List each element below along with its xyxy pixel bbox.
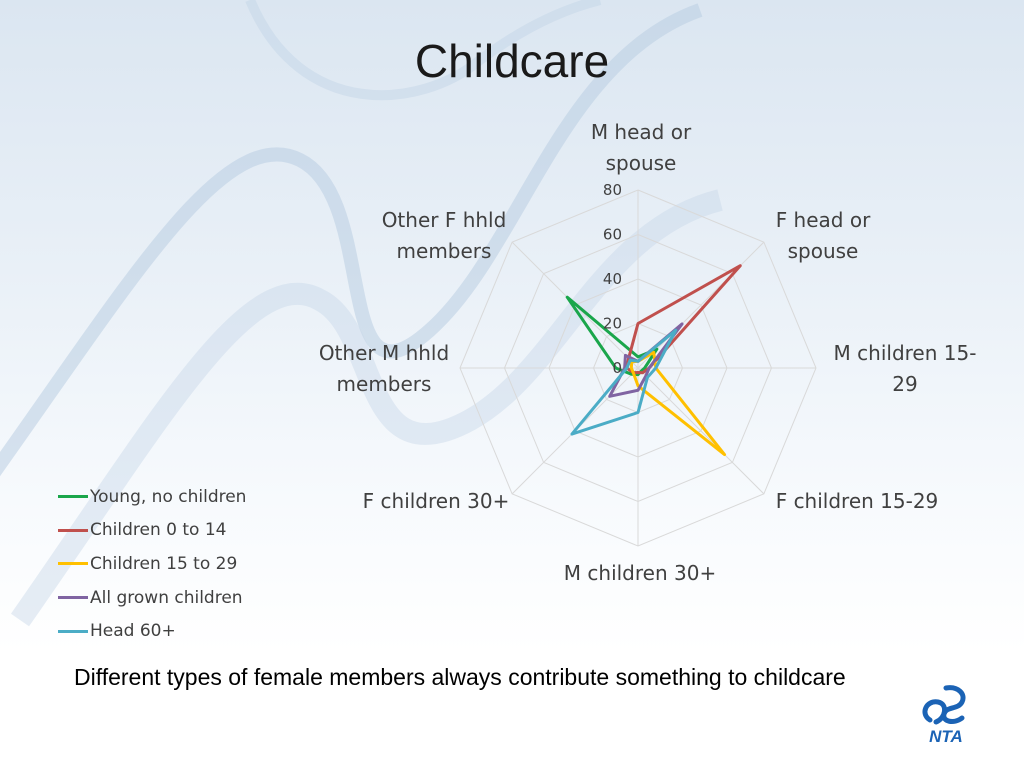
legend-item: Children 0 to 14 [58, 514, 246, 548]
legend-item: Children 15 to 29 [58, 547, 246, 581]
legend-label: Children 0 to 14 [90, 520, 227, 541]
category-label: spouse [788, 239, 859, 263]
category-label: M head or [591, 120, 692, 144]
legend-label: All grown children [90, 587, 243, 608]
tick-label: 60 [603, 226, 622, 244]
legend-item: All grown children [58, 581, 246, 615]
radar-tick-labels: 0 20 40 60 80 [603, 181, 622, 377]
legend-label: Head 60+ [90, 621, 176, 642]
legend-swatch [58, 596, 88, 600]
category-label: M children 30+ [564, 561, 716, 585]
series-line [629, 350, 727, 457]
legend-swatch [58, 629, 88, 633]
radar-series [565, 264, 742, 457]
legend-label: Young, no children [90, 486, 247, 507]
tick-label: 20 [603, 315, 622, 333]
category-label: Other F hhld [382, 208, 507, 232]
legend-swatch [58, 528, 88, 532]
nta-logo-text: NTA [929, 727, 963, 746]
tick-label: 80 [603, 181, 622, 199]
radar-grid [459, 189, 817, 547]
series-line [570, 328, 678, 436]
chart-legend: Young, no children Children 0 to 14 Childr… [58, 480, 246, 648]
category-label: F head or [776, 208, 871, 232]
legend-swatch [58, 562, 88, 566]
category-label: M children 15- [834, 341, 977, 365]
nta-logo: NTA [922, 685, 966, 746]
legend-label: Children 15 to 29 [90, 553, 238, 574]
category-label: members [397, 239, 492, 263]
category-label: 29 [892, 372, 917, 396]
legend-swatch [58, 495, 88, 499]
legend-item: Young, no children [58, 480, 246, 514]
grid-spoke [637, 241, 765, 369]
tick-label: 0 [612, 359, 622, 377]
category-label: F children 15-29 [776, 489, 939, 513]
slide-title: Childcare [414, 35, 610, 87]
category-label: Other M hhld [319, 341, 449, 365]
tick-label: 40 [603, 270, 622, 288]
slide-caption: Different types of female members always… [74, 664, 846, 690]
grid-spoke [637, 367, 765, 495]
category-label: F children 30+ [363, 489, 510, 513]
category-label: members [337, 372, 432, 396]
legend-item: Head 60+ [58, 614, 246, 648]
category-label: spouse [606, 151, 677, 175]
radar-category-labels: M head or spouse F head or spouse M children… [319, 120, 977, 585]
